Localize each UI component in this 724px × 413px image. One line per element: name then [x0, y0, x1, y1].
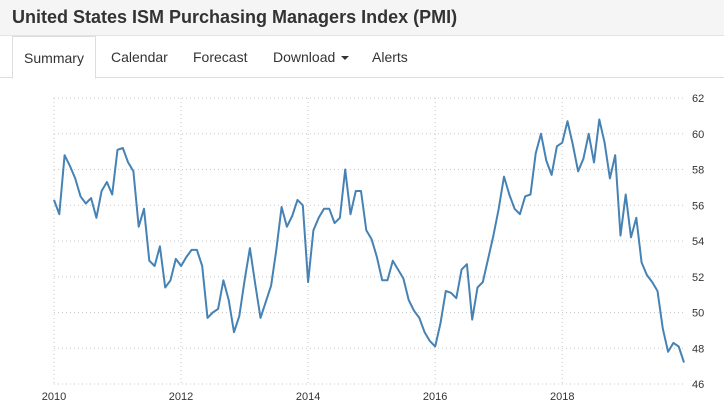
tab-bar: Summary Calendar Forecast Download Alert…	[0, 36, 724, 79]
title-bar: United States ISM Purchasing Managers In…	[0, 0, 724, 36]
x-tick-label: 2018	[550, 391, 574, 403]
series-line-pmi	[53, 118, 685, 363]
series-layer	[53, 118, 685, 363]
tab-summary[interactable]: Summary	[12, 36, 96, 79]
axis-layer: 46 48 50 52 54 56 58 60 62 2010 2012 2014 2016 2018	[42, 93, 704, 403]
y-tick-label: 50	[692, 308, 704, 320]
tab-summary-label: Summary	[24, 50, 84, 66]
tab-download-label: Download	[273, 49, 336, 65]
y-tick-label: 60	[692, 129, 704, 141]
y-tick-label: 46	[692, 379, 704, 391]
chevron-down-icon	[341, 56, 350, 61]
x-tick-label: 2012	[169, 391, 193, 403]
tab-forecast[interactable]: Forecast	[193, 36, 247, 78]
y-tick-label: 54	[692, 236, 704, 248]
tab-calendar[interactable]: Calendar	[111, 36, 168, 78]
tab-alerts[interactable]: Alerts	[372, 36, 408, 78]
tab-forecast-label: Forecast	[193, 49, 248, 65]
x-tick-label: 2014	[296, 391, 320, 403]
y-tick-label: 52	[692, 272, 704, 284]
y-tick-label: 58	[692, 165, 704, 177]
y-tick-label: 62	[692, 93, 704, 105]
y-tick-label: 48	[692, 343, 704, 355]
tab-calendar-label: Calendar	[111, 49, 168, 65]
tab-download[interactable]: Download	[273, 36, 350, 78]
y-tick-label: 56	[692, 200, 704, 212]
pmi-line-chart: 46 48 50 52 54 56 58 60 62 2010 2012 2014 2016 2018	[42, 93, 704, 403]
page-title: United States ISM Purchasing Managers In…	[12, 7, 458, 27]
x-tick-label: 2016	[423, 391, 447, 403]
x-tick-label: 2010	[42, 391, 66, 403]
tab-alerts-label: Alerts	[372, 49, 408, 65]
